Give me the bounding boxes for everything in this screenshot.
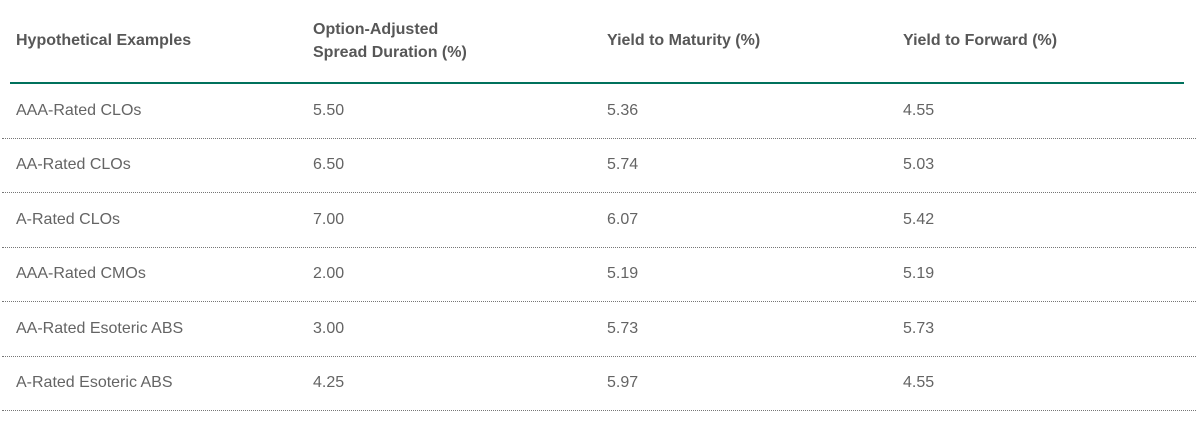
cell-yield-to-maturity: 5.19 [607,265,639,283]
header-accent-rule [10,82,1184,84]
cell-oas-duration: 5.50 [313,101,345,119]
table-row: AAA-Rated CLOs 5.50 5.36 4.55 [2,84,1196,139]
table-row: AA-Rated Esoteric ABS 3.00 5.73 5.73 [2,302,1196,357]
cell-yield-to-maturity: 5.74 [607,156,639,174]
table-row: AA-Rated CLOs 6.50 5.74 5.03 [2,139,1196,193]
cell-oas-duration: 7.00 [313,210,345,228]
column-header-hypothetical-examples: Hypothetical Examples [16,32,192,50]
cell-yield-to-forward: 4.55 [903,101,935,119]
row-label: AA-Rated CLOs [16,156,131,174]
row-label: AAA-Rated CMOs [16,265,146,283]
table-row: A-Rated CLOs 7.00 6.07 5.42 [2,193,1196,248]
column-header-yield-to-forward: Yield to Forward (%) [903,32,1058,50]
row-label: AA-Rated Esoteric ABS [16,319,184,337]
table-row: AAA-Rated CMOs 2.00 5.19 5.19 [2,248,1196,302]
cell-yield-to-maturity: 5.36 [607,101,639,119]
row-label: AAA-Rated CLOs [16,101,142,119]
table-header-row: Hypothetical Examples Option-Adjusted Sp… [0,0,1198,82]
column-header-oas-duration: Option-Adjusted Spread Duration (%) [313,20,467,61]
cell-oas-duration: 2.00 [313,265,345,283]
cell-yield-to-maturity: 5.97 [607,374,639,392]
cell-oas-duration: 3.00 [313,319,345,337]
table-row: A-Rated Esoteric ABS 4.25 5.97 4.55 [2,357,1196,411]
row-label: A-Rated CLOs [16,210,121,228]
cell-yield-to-maturity: 6.07 [607,210,639,228]
cell-yield-to-forward: 5.19 [903,265,935,283]
cell-yield-to-forward: 5.42 [903,210,935,228]
cell-yield-to-forward: 4.55 [903,374,935,392]
row-label: A-Rated Esoteric ABS [16,374,173,392]
cell-oas-duration: 4.25 [313,374,345,392]
cell-yield-to-maturity: 5.73 [607,319,639,337]
cell-yield-to-forward: 5.73 [903,319,935,337]
column-header-yield-to-maturity: Yield to Maturity (%) [607,32,761,50]
cell-yield-to-forward: 5.03 [903,156,935,174]
cell-oas-duration: 6.50 [313,156,345,174]
